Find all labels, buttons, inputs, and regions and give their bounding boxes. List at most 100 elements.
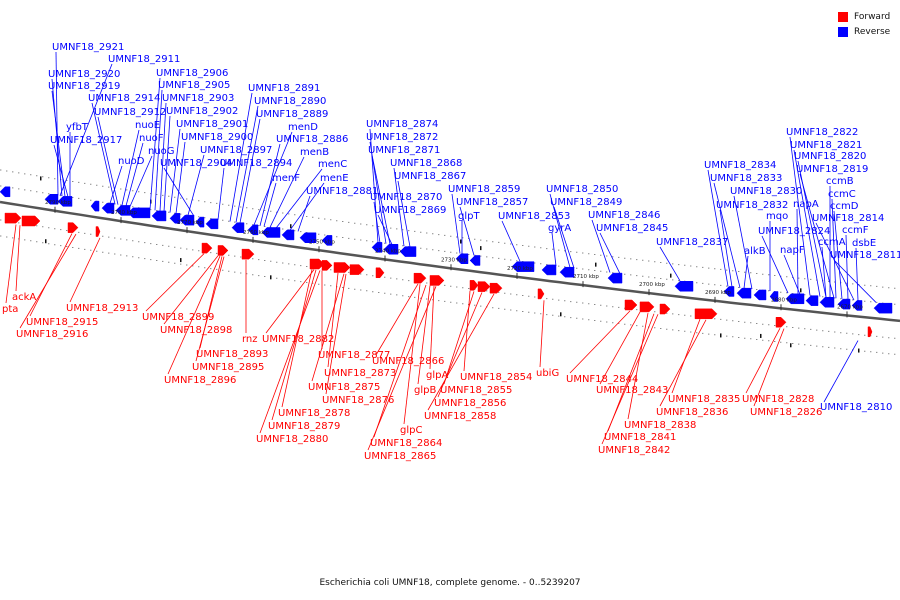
- gene-label-reverse[interactable]: UMNF18_2820: [794, 151, 866, 162]
- gene-label-reverse[interactable]: ccmF: [842, 225, 869, 236]
- gene-arrow[interactable]: [867, 326, 873, 338]
- gene-label-forward[interactable]: UMNF18_2913: [66, 303, 138, 314]
- gene-label-forward[interactable]: UMNF18_2880: [256, 434, 328, 445]
- gene-arrow[interactable]: [873, 302, 893, 314]
- gene-label-reverse[interactable]: UMNF18_2846: [588, 210, 660, 221]
- gene-arrow[interactable]: [413, 272, 427, 284]
- gene-label-reverse[interactable]: UMNF18_2900: [181, 132, 253, 143]
- gene-label-reverse[interactable]: UMNF18_2824: [758, 226, 830, 237]
- gene-label-forward[interactable]: UMNF18_2836: [656, 407, 728, 418]
- gene-label-reverse[interactable]: UMNF18_2874: [366, 119, 438, 130]
- gene-arrow[interactable]: [537, 288, 545, 300]
- gene-label-reverse[interactable]: UMNF18_2853: [498, 211, 570, 222]
- gene-label-forward[interactable]: UMNF18_2854: [460, 372, 532, 383]
- gene-label-reverse[interactable]: mqo: [766, 211, 788, 222]
- gene-label-forward[interactable]: ubiG: [536, 368, 559, 379]
- gene-arrow[interactable]: [0, 186, 11, 198]
- gene-label-reverse[interactable]: UMNF18_2889: [256, 109, 328, 120]
- gene-label-reverse[interactable]: UMNF18_2819: [796, 164, 868, 175]
- gene-label-forward[interactable]: ackA: [12, 292, 36, 303]
- gene-arrow[interactable]: [90, 200, 100, 212]
- gene-arrow[interactable]: [723, 286, 735, 297]
- gene-arrow[interactable]: [57, 196, 73, 207]
- gene-label-reverse[interactable]: UMNF18_2811: [830, 250, 900, 261]
- gene-label-reverse[interactable]: UMNF18_2837: [656, 237, 728, 248]
- gene-label-reverse[interactable]: UMNF18_2814: [812, 213, 884, 224]
- gene-label-reverse[interactable]: alkB: [744, 246, 766, 257]
- gene-label-reverse[interactable]: UMNF18_2822: [786, 127, 858, 138]
- gene-label-reverse[interactable]: UMNF18_2917: [50, 135, 122, 146]
- gene-label-reverse[interactable]: UMNF18_2868: [390, 158, 462, 169]
- gene-label-reverse[interactable]: yfbT: [66, 122, 89, 133]
- gene-label-reverse[interactable]: UMNF18_2890: [254, 96, 326, 107]
- gene-arrow[interactable]: [217, 245, 229, 256]
- gene-label-forward[interactable]: UMNF18_2855: [440, 385, 512, 396]
- gene-label-reverse[interactable]: UMNF18_2859: [448, 184, 520, 195]
- gene-label-reverse[interactable]: menB: [300, 147, 329, 158]
- gene-arrow[interactable]: [785, 293, 805, 305]
- gene-arrow[interactable]: [694, 308, 718, 320]
- gene-label-forward[interactable]: UMNF18_2876: [322, 395, 394, 406]
- gene-arrow[interactable]: [805, 295, 819, 306]
- gene-label-reverse[interactable]: dsbE: [852, 238, 876, 249]
- gene-arrow[interactable]: [231, 222, 245, 233]
- gene-arrow[interactable]: [4, 212, 22, 224]
- gene-label-reverse[interactable]: ccmC: [828, 189, 856, 200]
- gene-arrow[interactable]: [674, 281, 694, 292]
- gene-label-reverse[interactable]: ccmA: [818, 237, 846, 248]
- gene-label-reverse[interactable]: UMNF18_2894: [220, 158, 292, 169]
- gene-arrow[interactable]: [151, 210, 167, 222]
- gene-label-reverse[interactable]: nuoF: [139, 133, 164, 144]
- gene-arrow[interactable]: [383, 244, 399, 255]
- gene-arrow[interactable]: [819, 297, 835, 308]
- gene-label-forward[interactable]: UMNF18_2826: [750, 407, 822, 418]
- gene-label-reverse[interactable]: UMNF18_2921: [52, 42, 124, 53]
- gene-label-reverse[interactable]: UMNF18_2886: [276, 134, 348, 145]
- gene-label-reverse[interactable]: UMNF18_2867: [394, 171, 466, 182]
- gene-label-reverse[interactable]: UMNF18_2919: [48, 81, 120, 92]
- gene-label-forward[interactable]: UMNF18_2916: [16, 329, 88, 340]
- gene-label-forward[interactable]: UMNF18_2875: [308, 382, 380, 393]
- gene-label-reverse[interactable]: UMNF18_2920: [48, 69, 120, 80]
- gene-label-reverse[interactable]: nuoD: [118, 156, 145, 167]
- gene-arrow[interactable]: [736, 287, 752, 299]
- gene-label-reverse[interactable]: UMNF18_2832: [716, 200, 788, 211]
- gene-label-forward[interactable]: UMNF18_2844: [566, 374, 638, 385]
- gene-arrow[interactable]: [179, 214, 195, 226]
- gene-label-forward[interactable]: UMNF18_2835: [668, 394, 740, 405]
- gene-arrow[interactable]: [837, 298, 851, 310]
- gene-label-reverse[interactable]: UMNF18_2821: [790, 140, 862, 151]
- gene-label-reverse[interactable]: UMNF18_2903: [162, 93, 234, 104]
- gene-arrow[interactable]: [559, 266, 575, 278]
- gene-arrow[interactable]: [321, 235, 333, 246]
- gene-label-forward[interactable]: UMNF18_2873: [324, 368, 396, 379]
- gene-arrow[interactable]: [469, 280, 479, 291]
- gene-arrow[interactable]: [753, 289, 767, 301]
- gene-label-forward[interactable]: UMNF18_2856: [434, 398, 506, 409]
- gene-arrow[interactable]: [321, 260, 333, 271]
- gene-label-reverse[interactable]: UMNF18_2834: [704, 160, 776, 171]
- gene-label-reverse[interactable]: UMNF18_2905: [158, 80, 230, 91]
- gene-label-forward[interactable]: UMNF18_2843: [596, 385, 668, 396]
- gene-arrow[interactable]: [429, 275, 445, 286]
- gene-label-reverse[interactable]: UMNF18_2906: [156, 68, 228, 79]
- gene-label-forward[interactable]: UMNF18_2915: [26, 317, 98, 328]
- gene-arrow[interactable]: [201, 242, 213, 254]
- gene-label-reverse[interactable]: glpT: [458, 211, 480, 222]
- gene-arrow[interactable]: [659, 303, 671, 315]
- gene-label-forward[interactable]: UMNF18_2865: [364, 451, 436, 462]
- gene-arrow[interactable]: [205, 218, 219, 230]
- gene-label-forward[interactable]: UMNF18_2828: [742, 394, 814, 405]
- gene-label-reverse[interactable]: menD: [288, 122, 318, 133]
- gene-label-forward[interactable]: UMNF18_2899: [142, 312, 214, 323]
- gene-arrow[interactable]: [281, 229, 295, 241]
- gene-label-reverse[interactable]: UMNF18_2902: [166, 106, 238, 117]
- gene-label-forward[interactable]: UMNF18_2877: [318, 350, 390, 361]
- gene-arrow[interactable]: [95, 226, 101, 237]
- gene-label-reverse[interactable]: ccmB: [826, 176, 854, 187]
- gene-arrow[interactable]: [769, 291, 779, 302]
- gene-label-reverse[interactable]: UMNF18_2914: [88, 93, 160, 104]
- gene-label-reverse[interactable]: UMNF18_2833: [710, 173, 782, 184]
- gene-arrow[interactable]: [399, 246, 417, 257]
- gene-arrow[interactable]: [477, 281, 491, 292]
